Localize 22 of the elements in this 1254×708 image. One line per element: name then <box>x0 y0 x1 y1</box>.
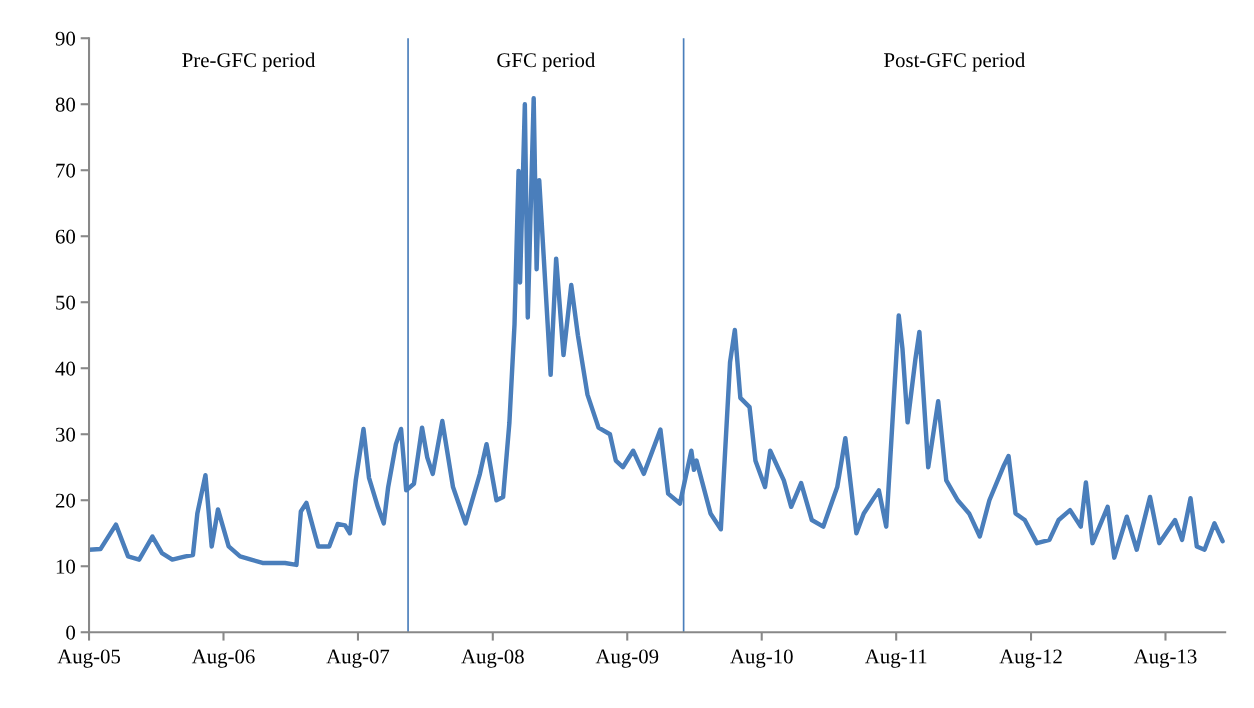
y-tick-label: 50 <box>56 295 76 310</box>
x-tick-label: Aug-11 <box>864 649 927 668</box>
x-tick-label: Aug-08 <box>461 649 524 668</box>
y-tick-label: 60 <box>55 229 76 244</box>
y-tick-label: 80 <box>55 97 76 112</box>
x-tick-label: Aug-06 <box>191 649 255 668</box>
x-tick-label: Aug-12 <box>999 649 1062 668</box>
y-tick-label: 30 <box>56 427 76 442</box>
x-tick-label: Aug-10 <box>730 649 793 668</box>
y-tick-label: 40 <box>55 361 76 376</box>
y-tick-label: 10 <box>56 559 76 574</box>
x-tick-label: Aug-13 <box>1133 649 1197 668</box>
y-tick-label: 70 <box>56 163 76 178</box>
y-tick-label: 0 <box>66 625 76 640</box>
x-tick-label: Aug-05 <box>57 649 121 668</box>
x-tick-label: Aug-07 <box>326 649 390 668</box>
y-tick-label: 90 <box>55 31 76 46</box>
y-tick-label: 20 <box>55 493 76 508</box>
annotation: Pre-GFC period <box>182 52 316 72</box>
annotation: GFC period <box>497 52 596 72</box>
x-tick-label: Aug-09 <box>595 649 659 668</box>
annotation: Post-GFC period <box>884 52 1026 72</box>
